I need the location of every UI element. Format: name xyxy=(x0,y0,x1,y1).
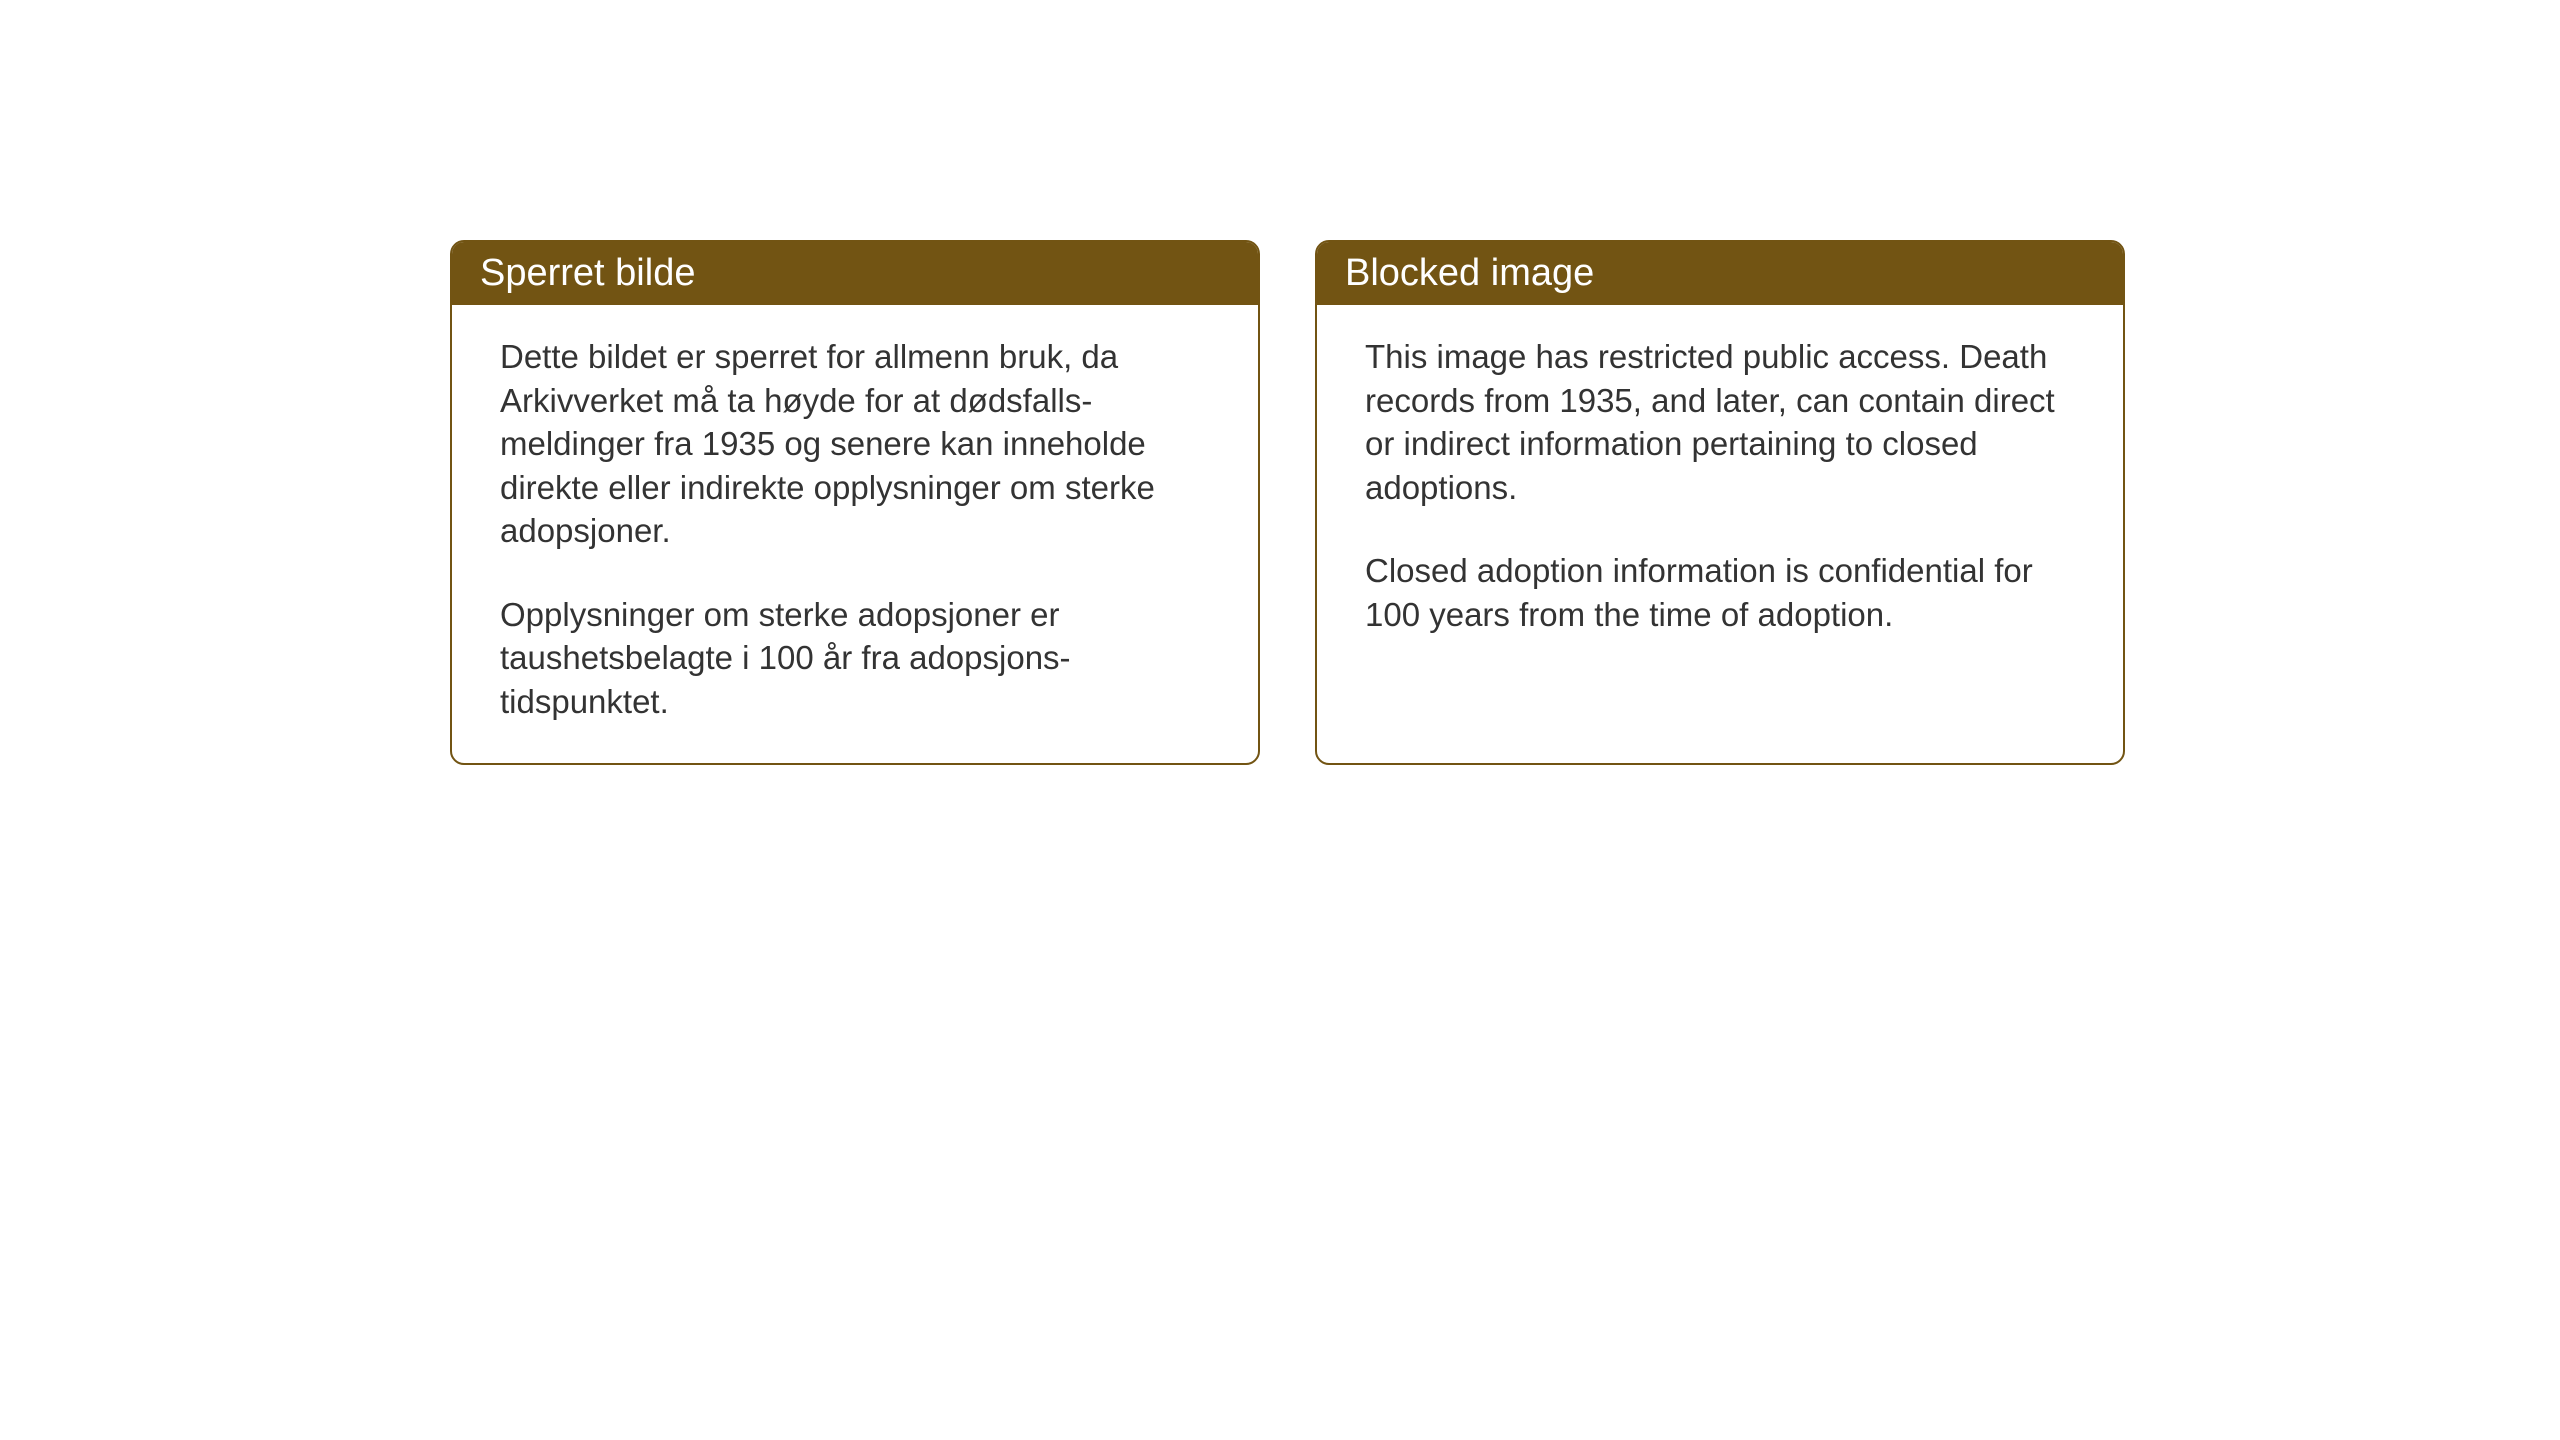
notice-header-english: Blocked image xyxy=(1317,242,2123,305)
notice-body-norwegian: Dette bildet er sperret for allmenn bruk… xyxy=(452,305,1258,763)
notice-paragraph-1-english: This image has restricted public access.… xyxy=(1365,335,2075,509)
notice-header-norwegian: Sperret bilde xyxy=(452,242,1258,305)
notice-body-english: This image has restricted public access.… xyxy=(1317,305,2123,676)
notice-card-norwegian: Sperret bilde Dette bildet er sperret fo… xyxy=(450,240,1260,765)
notice-card-english: Blocked image This image has restricted … xyxy=(1315,240,2125,765)
notice-paragraph-1-norwegian: Dette bildet er sperret for allmenn bruk… xyxy=(500,335,1210,553)
notice-paragraph-2-norwegian: Opplysninger om sterke adopsjoner er tau… xyxy=(500,593,1210,724)
notice-container: Sperret bilde Dette bildet er sperret fo… xyxy=(450,240,2125,765)
notice-paragraph-2-english: Closed adoption information is confident… xyxy=(1365,549,2075,636)
